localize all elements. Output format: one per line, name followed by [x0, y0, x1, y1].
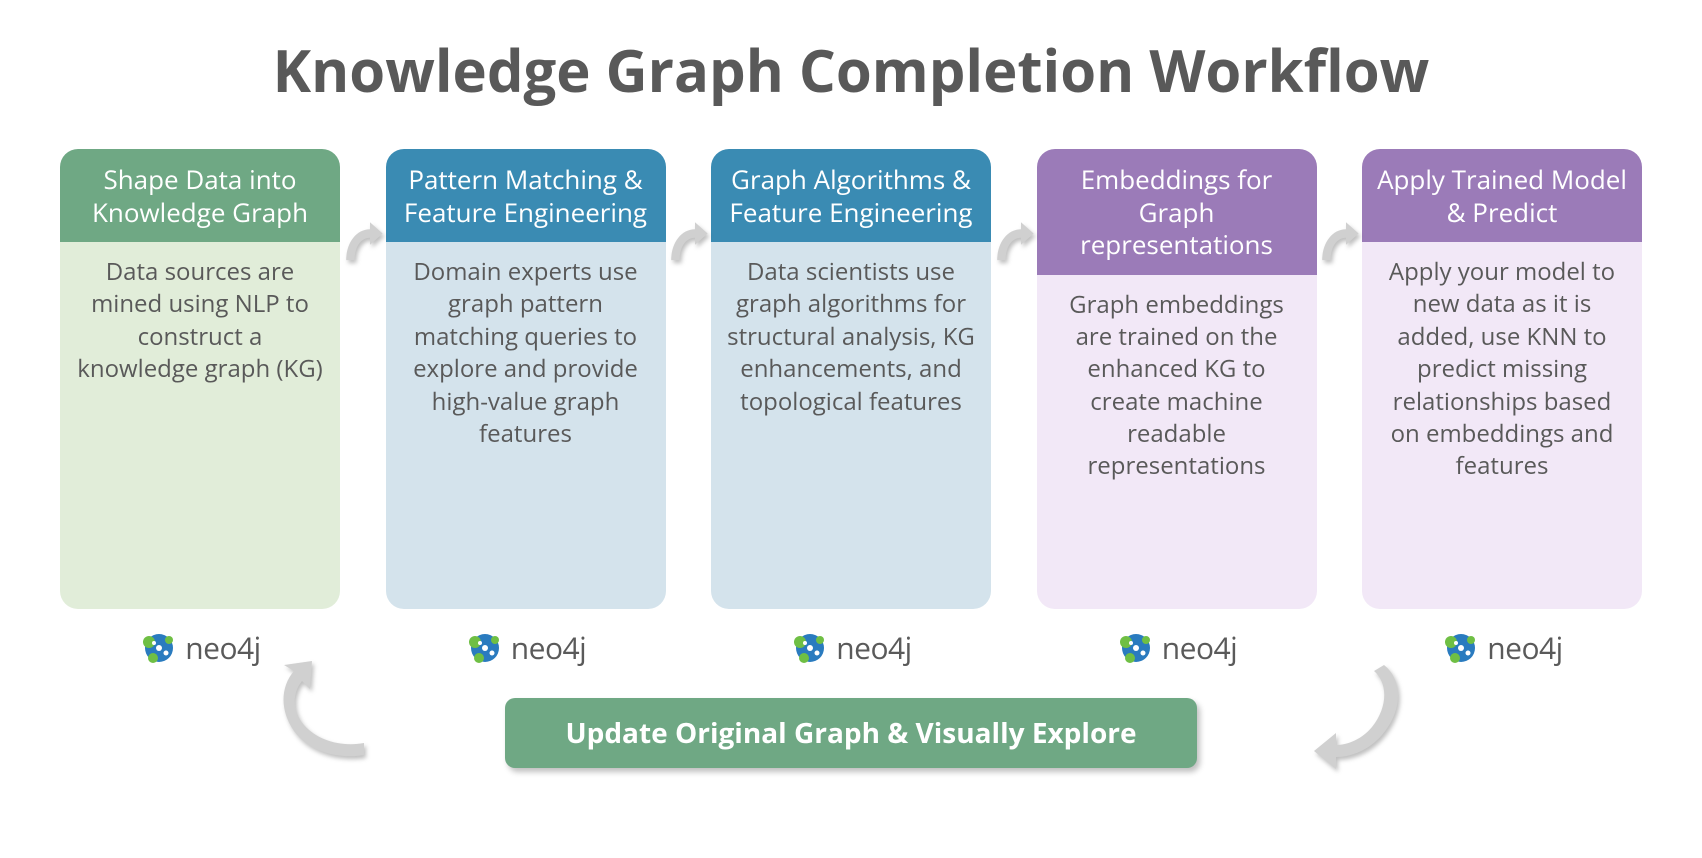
neo4j-logo-icon: [790, 628, 830, 668]
step-card: Pattern Matching & Feature Engineering D…: [386, 149, 666, 609]
loop-arrow-left-icon: [270, 659, 370, 774]
workflow-step: Pattern Matching & Feature Engineering D…: [386, 149, 666, 668]
step-card: Apply Trained Model & Predict Apply your…: [1362, 149, 1642, 609]
step-body: Data sources are mined using NLP to cons…: [60, 242, 340, 609]
footer-bar: Update Original Graph & Visually Explore: [505, 698, 1196, 768]
forward-arrow-icon: [342, 149, 384, 279]
neo4j-logo-icon: [1441, 628, 1481, 668]
forward-arrow-icon: [667, 149, 709, 279]
step-header: Shape Data into Knowledge Graph: [60, 149, 340, 242]
step-logo: neo4j: [139, 627, 261, 668]
logo-label: neo4j: [836, 627, 912, 668]
workflow-step: Embeddings for Graph representations Gra…: [1037, 149, 1317, 668]
step-header: Pattern Matching & Feature Engineering: [386, 149, 666, 242]
footer-wrap: Update Original Graph & Visually Explore: [60, 698, 1642, 768]
logo-label: neo4j: [1487, 627, 1563, 668]
page-title: Knowledge Graph Completion Workflow: [60, 30, 1642, 109]
logo-label: neo4j: [1162, 627, 1238, 668]
forward-arrow-icon: [993, 149, 1035, 279]
step-body: Data scientists use graph algorithms for…: [711, 242, 991, 609]
step-header: Embeddings for Graph representations: [1037, 149, 1317, 275]
step-body: Apply your model to new data as it is ad…: [1362, 242, 1642, 609]
step-card: Embeddings for Graph representations Gra…: [1037, 149, 1317, 609]
neo4j-logo-icon: [1116, 628, 1156, 668]
logo-label: neo4j: [185, 627, 261, 668]
step-logo: neo4j: [465, 627, 587, 668]
workflow-step: Graph Algorithms & Feature Engineering D…: [711, 149, 991, 668]
step-card: Shape Data into Knowledge Graph Data sou…: [60, 149, 340, 609]
step-logo: neo4j: [790, 627, 912, 668]
step-logo: neo4j: [1441, 627, 1563, 668]
workflow-step: Apply Trained Model & Predict Apply your…: [1362, 149, 1642, 668]
logo-label: neo4j: [511, 627, 587, 668]
step-card: Graph Algorithms & Feature Engineering D…: [711, 149, 991, 609]
step-header: Graph Algorithms & Feature Engineering: [711, 149, 991, 242]
loop-arrow-right-icon: [1312, 659, 1412, 774]
forward-arrow-icon: [1318, 149, 1360, 279]
neo4j-logo-icon: [465, 628, 505, 668]
step-body: Domain experts use graph pattern matchin…: [386, 242, 666, 609]
neo4j-logo-icon: [139, 628, 179, 668]
workflow-row: Shape Data into Knowledge Graph Data sou…: [60, 149, 1642, 668]
step-header: Apply Trained Model & Predict: [1362, 149, 1642, 242]
step-logo: neo4j: [1116, 627, 1238, 668]
workflow-step: Shape Data into Knowledge Graph Data sou…: [60, 149, 340, 668]
step-body: Graph embeddings are trained on the enha…: [1037, 275, 1317, 610]
